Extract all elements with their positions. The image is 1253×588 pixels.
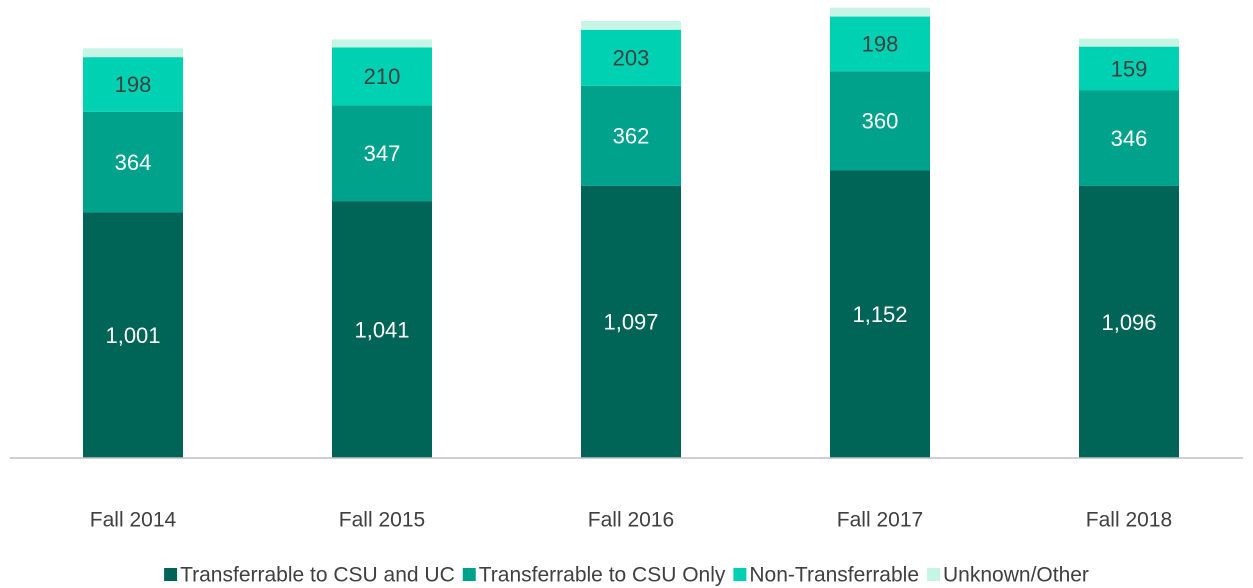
bar-segment <box>830 7 930 17</box>
x-tick-label: Fall 2017 <box>837 509 923 532</box>
x-tick-label: Fall 2014 <box>90 509 177 532</box>
bar-segment <box>332 47 432 106</box>
bar-segment <box>1079 46 1179 91</box>
x-tick-label: Fall 2015 <box>339 509 425 532</box>
bar-segment <box>581 29 681 86</box>
data-label: 159 <box>1111 56 1148 81</box>
data-label: 198 <box>115 72 152 97</box>
bar-segment <box>332 105 432 202</box>
legend-label: Unknown/Other <box>943 564 1089 587</box>
x-tick-label: Fall 2016 <box>588 509 674 532</box>
data-label: 198 <box>862 32 899 57</box>
legend-label: Transferrable to CSU and UC <box>180 564 455 587</box>
data-label: 1,152 <box>852 302 907 327</box>
data-label: 1,096 <box>1101 310 1156 335</box>
legend-marker <box>927 568 941 581</box>
bar-segment <box>332 201 432 458</box>
x-tick-label: Fall 2018 <box>1086 509 1172 532</box>
data-label: 364 <box>115 150 152 175</box>
legend-marker <box>733 568 747 581</box>
legend-marker <box>462 568 476 581</box>
legend-label: Transferrable to CSU Only <box>479 564 726 587</box>
bar-segment <box>1079 90 1179 186</box>
legend-marker <box>164 568 178 581</box>
bar-segment <box>581 20 681 30</box>
bar-segment <box>581 185 681 458</box>
bar-segment <box>83 48 183 58</box>
bar-segment <box>830 71 930 171</box>
data-label: 1,041 <box>354 317 409 342</box>
bar-segment <box>581 85 681 186</box>
bar-segment <box>830 16 930 72</box>
bar-segment <box>332 39 432 48</box>
data-label: 1,097 <box>603 310 658 335</box>
data-label: 346 <box>1111 126 1148 151</box>
bar-segment <box>830 170 930 459</box>
bar-segment <box>1079 38 1179 47</box>
data-label: 347 <box>364 141 401 166</box>
data-label: 362 <box>613 124 650 149</box>
bar-segment <box>1079 185 1179 458</box>
data-label: 210 <box>364 64 401 89</box>
data-label: 203 <box>613 46 650 71</box>
data-label: 1,001 <box>105 323 160 348</box>
legend: Transferrable to CSU and UC Transferrable… <box>164 564 1089 587</box>
bar-segment <box>83 57 183 112</box>
bar-segment <box>83 111 183 213</box>
bar-segment <box>83 212 183 458</box>
legend-label: Non-Transferrable <box>749 564 919 587</box>
data-label: 360 <box>862 109 899 134</box>
